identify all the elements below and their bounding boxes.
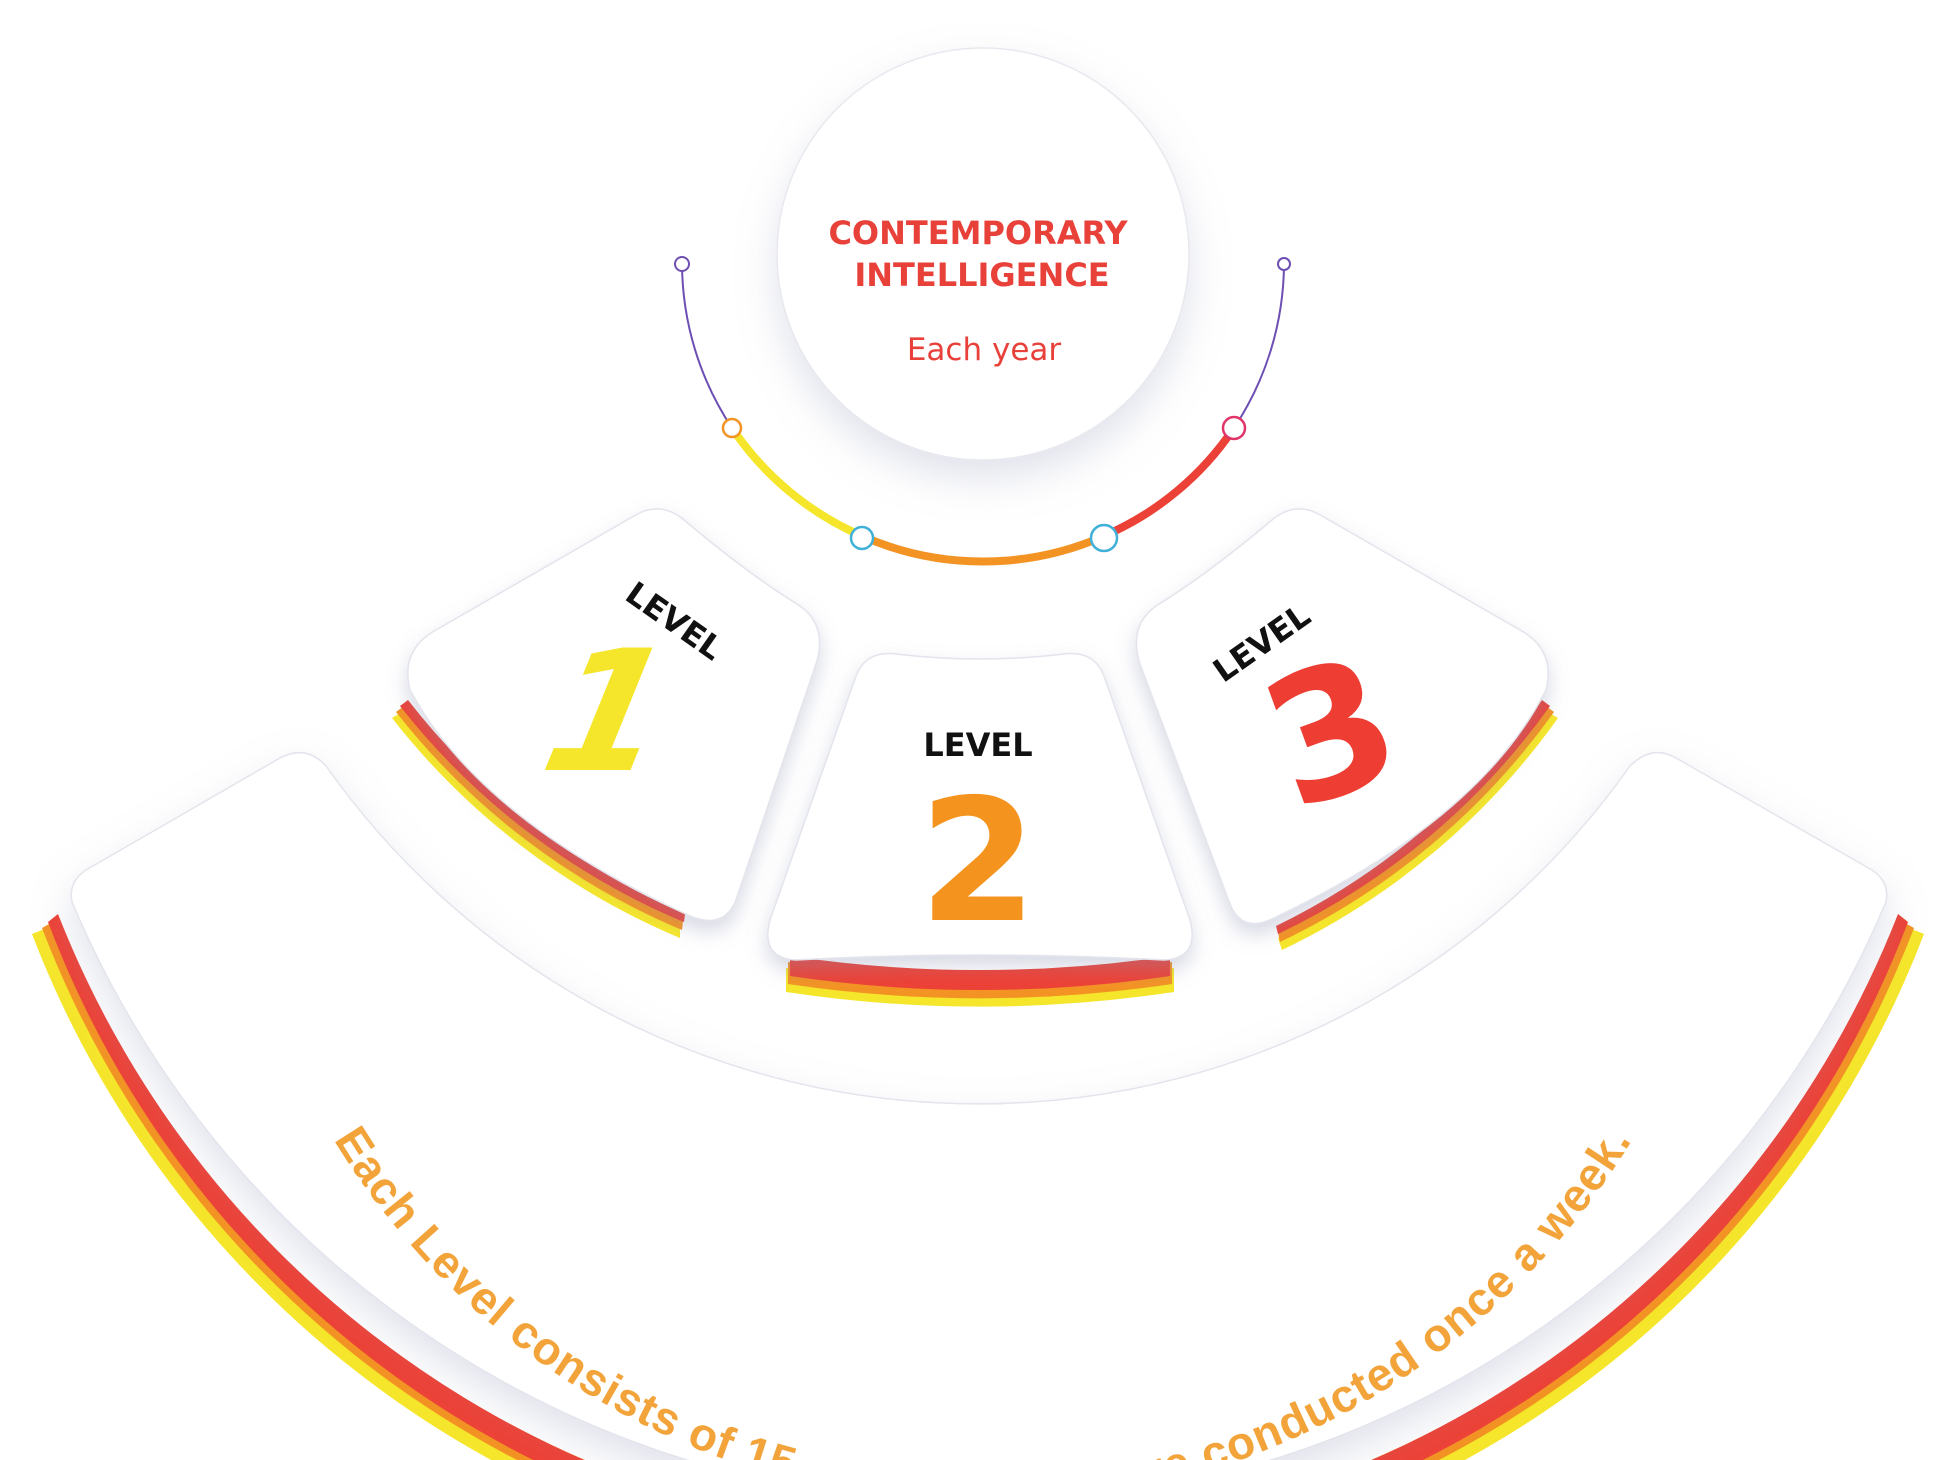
- level-2-label: LEVEL: [923, 726, 1032, 764]
- node-pink: [1221, 415, 1247, 441]
- arc-segment-yellow: [728, 424, 866, 540]
- level-1-card: LEVEL 1: [392, 508, 821, 938]
- arc-segment-purple-right: [1233, 263, 1285, 429]
- center-title-line2: INTELLIGENCE: [854, 256, 1109, 294]
- node-purple-right: [1277, 257, 1291, 271]
- arc-segment-purple-left: [681, 263, 733, 429]
- center-circle: CONTEMPORARY INTELLIGENCE Each year: [776, 47, 1190, 461]
- level-2-card: LEVEL 2: [767, 652, 1193, 1007]
- arc-segment-orange: [858, 532, 1108, 566]
- level-3-card-body: [1135, 508, 1549, 925]
- arc-segment-red: [1100, 424, 1238, 540]
- level-2-number: 2: [919, 763, 1037, 961]
- node-orange: [721, 417, 743, 439]
- level-2-stripe-red: [790, 956, 1170, 990]
- node-cyan-right: [1089, 523, 1119, 553]
- center-title-line1: CONTEMPORARY: [828, 214, 1128, 252]
- bottom-panel-body: [70, 751, 1888, 1460]
- level-2-card-body: [767, 652, 1193, 961]
- connector-arc: [674, 256, 1291, 566]
- bottom-arc-panel: Each Level consists of 15 sessions that …: [32, 751, 1924, 1460]
- level-3-card: LEVEL 3: [1135, 508, 1558, 950]
- level-1-card-body: [407, 508, 821, 922]
- node-purple-left: [674, 256, 690, 272]
- center-circle-body: [776, 47, 1190, 461]
- center-subtitle: Each year: [907, 332, 1062, 368]
- node-cyan-left: [849, 525, 875, 551]
